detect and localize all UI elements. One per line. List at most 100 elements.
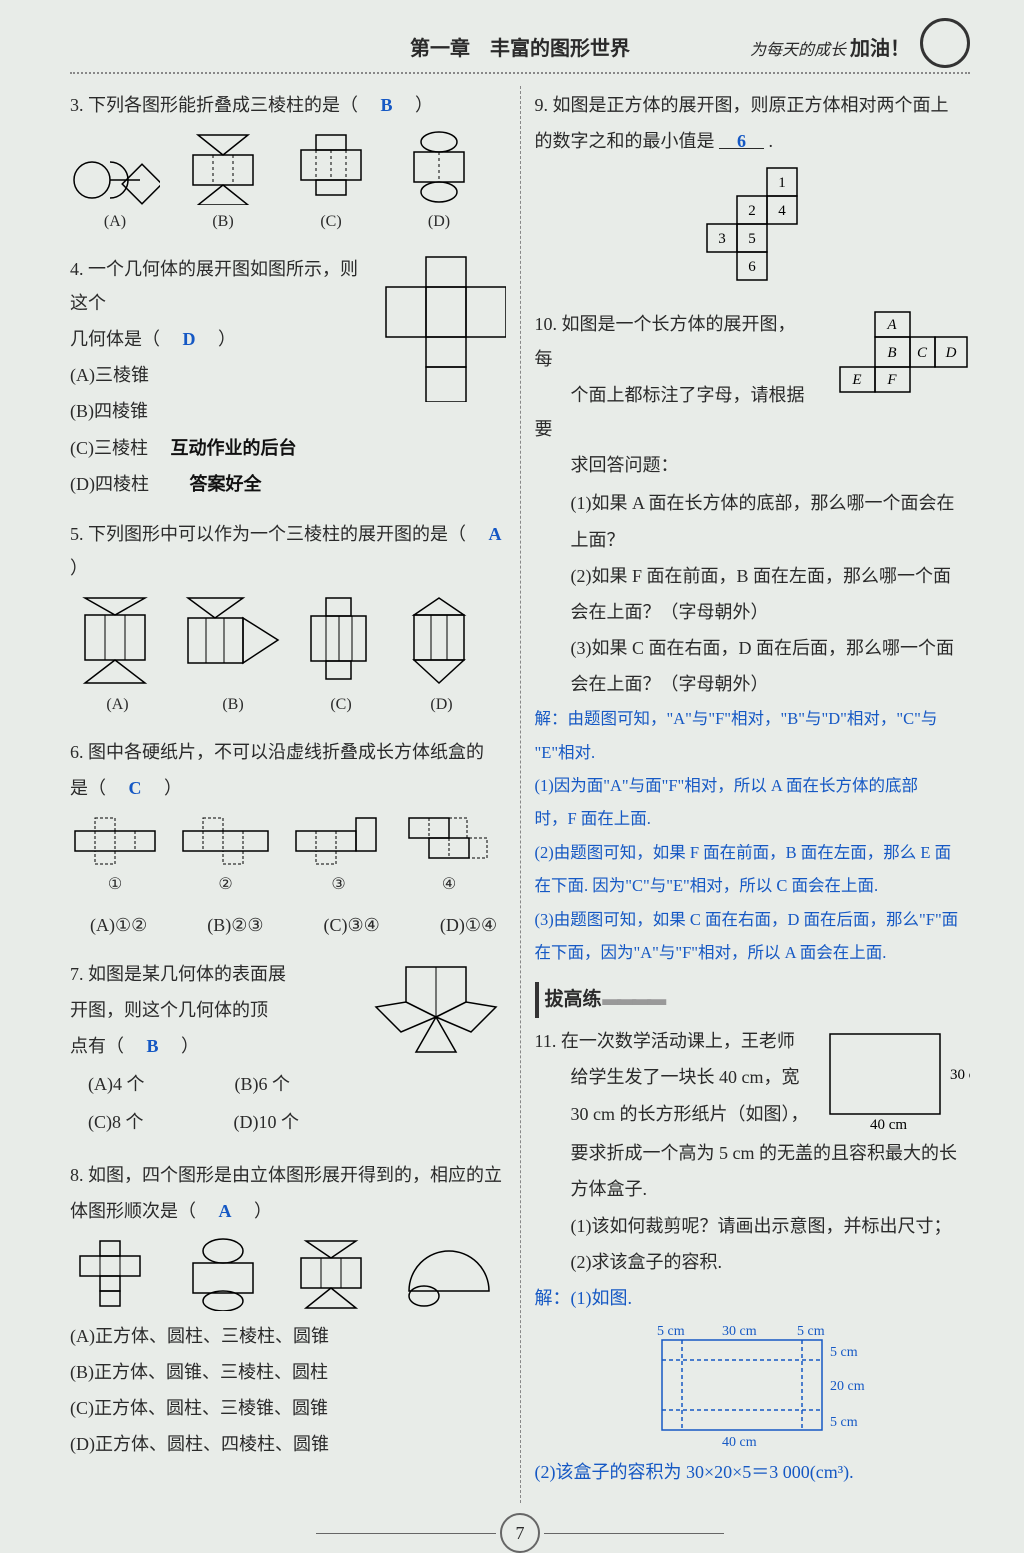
q6-opt-c: (C)③④: [324, 908, 380, 942]
q6-answer: C: [129, 778, 142, 798]
q3-fig-d: [394, 130, 484, 205]
q11-sol2: (2)该盒子的容积为 30×20×5＝3 000(cm³).: [535, 1455, 971, 1489]
page-number: 7: [500, 1513, 540, 1553]
q6-num-2: ②: [218, 870, 232, 900]
svg-text:20 cm: 20 cm: [830, 1379, 865, 1394]
q3-fig-b: [178, 130, 268, 205]
q6-opt-b: (B)②③: [207, 908, 263, 942]
q11-figure-2: 5 cm 30 cm 5 cm 5 cm 20 cm 5 cm 40 cm: [622, 1320, 882, 1450]
q8-fig-1: [70, 1236, 160, 1311]
q11-sol-h: 解：(1)如图.: [535, 1281, 971, 1315]
q5-fig-b: [183, 593, 283, 688]
q4-answer: D: [183, 329, 196, 349]
column-divider: [520, 86, 521, 1503]
q6-opt-a: (A)①②: [90, 908, 147, 942]
page-header: 第一章 丰富的图形世界 为每天的成长 加油！: [70, 30, 970, 74]
slogan-bold: 加油！: [850, 38, 910, 60]
q11-stem-d: 要求折成一个高为 5 cm 的无盖的且容积最大的长: [535, 1136, 971, 1170]
q9-stem-b: 的数字之和的最小值是: [535, 131, 715, 151]
question-6: 6. 图中各硬纸片，不可以沿虚线折叠成长方体纸盒的 是（ C ）: [70, 735, 506, 943]
q5-label-b: (B): [222, 690, 243, 720]
q5-fig-c: [301, 593, 381, 688]
q3-label-d: (D): [428, 207, 450, 237]
svg-text:40 cm: 40 cm: [870, 1117, 907, 1133]
q6-fig-1: [70, 813, 160, 868]
q5-figures: (A) (B): [70, 593, 506, 720]
q8-figures: [70, 1236, 506, 1311]
q8-opt-b: (B)正方体、圆锥、三棱柱、圆柱: [70, 1355, 506, 1389]
q4-opt-d: (D)四棱柱: [70, 474, 149, 494]
q10-figure: A B C D E F: [820, 307, 970, 402]
q3-label-c: (C): [320, 207, 341, 237]
question-11: 30 cm 40 cm 11. 在一次数学活动课上，王老师 给学生发了一块长 4…: [535, 1024, 971, 1489]
q10-sol1b: 时，F 面在上面.: [535, 803, 971, 834]
question-10: A B C D E F 10. 如图是一个长方体的展开图，每 个面上都标注了字: [535, 307, 971, 968]
q7-tail: ）: [163, 1036, 199, 1056]
left-column: 3. 下列各图形能折叠成三棱柱的是（ B ） (A): [70, 86, 506, 1503]
q6-fig-2: [178, 813, 273, 868]
q10-p2: (2)如果 F 面在前面，B 面在左面，那么哪一个面: [535, 559, 971, 593]
q3-answer: B: [381, 95, 393, 115]
q11-stem-e: 方体盒子.: [535, 1172, 971, 1206]
svg-text:A: A: [886, 317, 897, 333]
q6-figures: ① ②: [70, 813, 506, 900]
q4-tail: ）: [200, 329, 236, 349]
q10-sol-h1: 解：由题图可知，"A"与"F"相对，"B"与"D"相对，"C"与: [535, 703, 971, 734]
page-root: 第一章 丰富的图形世界 为每天的成长 加油！ 3. 下列各图形能折叠成三棱柱的是…: [70, 30, 970, 1503]
question-5: 5. 下列图形中可以作为一个三棱柱的展开图的是（ A ） (A): [70, 517, 506, 721]
q9-figure: 1 2 4 3 5 6: [672, 163, 832, 293]
svg-text:30 cm: 30 cm: [722, 1324, 757, 1339]
slogan-text: 为每天的成长: [750, 42, 846, 59]
q10-sol3a: (3)由题图可知，如果 C 面在右面，D 面在后面，那么"F"面: [535, 904, 971, 935]
q6-num-3: ③: [331, 870, 345, 900]
q3-fig-c: [286, 130, 376, 205]
q5-fig-a: [70, 593, 165, 688]
q10-sol2b: 在下面. 因为"C"与"E"相对，所以 C 面会在上面.: [535, 870, 971, 901]
q7-opt-a: (A)4 个: [88, 1067, 145, 1101]
q7-opt-d: (D)10 个: [234, 1105, 300, 1139]
q5-fig-d: [399, 593, 484, 688]
svg-text:5 cm: 5 cm: [830, 1345, 858, 1360]
q11-p2: (2)求该盒子的容积.: [535, 1245, 971, 1279]
question-4: 4. 一个几何体的展开图如图所示，则这个 几何体是（ D ） (A)三棱锥 (B…: [70, 252, 506, 503]
q5-label-d: (D): [430, 690, 452, 720]
svg-text:40 cm: 40 cm: [722, 1435, 757, 1450]
q11-figure-1: 30 cm 40 cm: [820, 1024, 970, 1134]
svg-text:1: 1: [779, 175, 787, 191]
q9-tail: .: [769, 131, 774, 151]
q5-label-c: (C): [330, 690, 351, 720]
question-9: 9. 如图是正方体的展开图，则原正方体相对两个面上 的数字之和的最小值是 6 .…: [535, 88, 971, 293]
q3-stem: 3. 下列各图形能折叠成三棱柱的是（: [70, 95, 376, 115]
q8-fig-4: [394, 1236, 494, 1311]
svg-text:B: B: [887, 345, 896, 361]
question-3: 3. 下列各图形能折叠成三棱柱的是（ B ） (A): [70, 88, 506, 238]
q10-sol-h2: "E"相对.: [535, 737, 971, 768]
q10-p1b: 上面？: [535, 523, 971, 557]
question-8: 8. 如图，四个图形是由立体图形展开得到的，相应的立 体图形顺次是（ A ）: [70, 1158, 506, 1462]
q8-stem-a: 8. 如图，四个图形是由立体图形展开得到的，相应的立: [70, 1158, 506, 1192]
q6-num-1: ①: [108, 870, 122, 900]
q10-p3b: 会在上面？（字母朝外）: [535, 667, 971, 701]
q8-opt-c: (C)正方体、圆柱、三棱锥、圆锥: [70, 1391, 506, 1425]
q7-answer: B: [147, 1036, 159, 1056]
svg-text:F: F: [886, 372, 897, 388]
svg-text:30 cm: 30 cm: [950, 1067, 970, 1083]
q10-p3: (3)如果 C 面在右面，D 面在后面，那么哪一个面: [535, 631, 971, 665]
svg-text:D: D: [945, 345, 957, 361]
q5-answer: A: [489, 524, 502, 544]
q5-stem: 5. 下列图形中可以作为一个三棱柱的展开图的是（: [70, 524, 484, 544]
q10-sol3b: 在下面，因为"A"与"F"相对，所以 A 面会在上面.: [535, 937, 971, 968]
q7-opt-b: (B)6 个: [235, 1067, 291, 1101]
right-column: 9. 如图是正方体的展开图，则原正方体相对两个面上 的数字之和的最小值是 6 .…: [535, 86, 971, 1503]
q6-num-4: ④: [442, 870, 456, 900]
q4-opt-c: (C)三棱柱: [70, 438, 148, 458]
q8-fig-2: [178, 1236, 268, 1311]
q10-p1: (1)如果 A 面在长方体的底部，那么哪一个面会在: [535, 486, 971, 520]
q6-fig-3: [291, 813, 386, 868]
q3-figures: (A) (B): [70, 130, 506, 237]
q8-opt-d: (D)正方体、圆柱、四棱柱、圆锥: [70, 1427, 506, 1461]
q3-fig-a: [70, 135, 160, 205]
q3-tail: ）: [397, 95, 433, 115]
bulb-icon: [920, 18, 970, 68]
q7-opt-c: (C)8 个: [88, 1105, 144, 1139]
